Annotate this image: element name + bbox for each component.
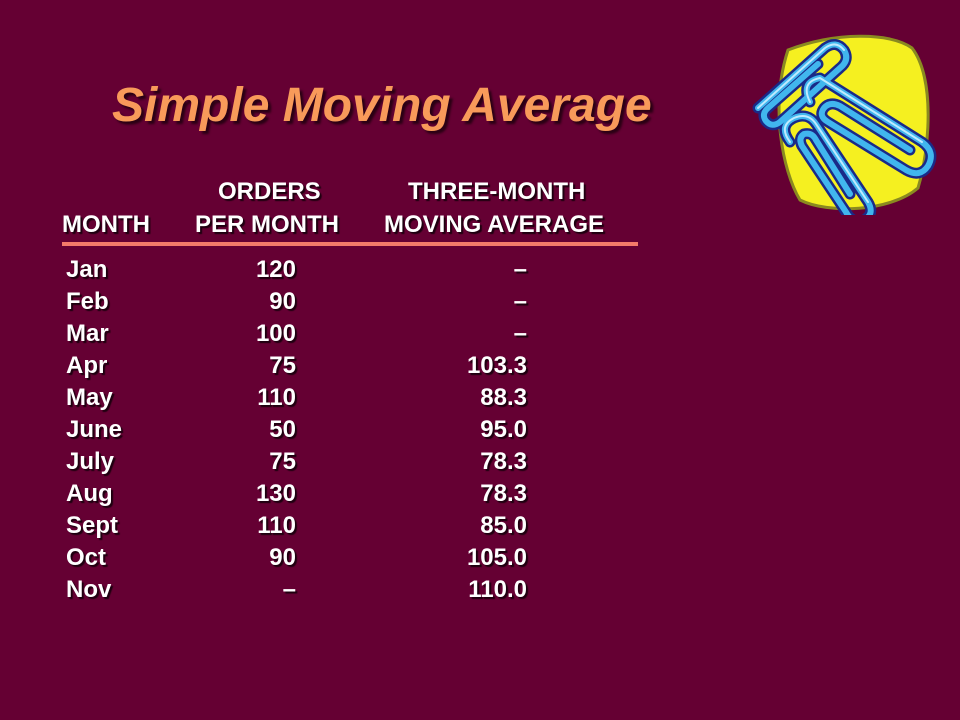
cell-orders: 110 xyxy=(257,384,296,411)
cell-month: Jan xyxy=(66,256,108,283)
cell-moving-average: 95.0 xyxy=(480,416,527,443)
cell-moving-average: – xyxy=(513,320,527,347)
table-row: Apr 75 103.3 xyxy=(0,350,960,382)
cell-orders: 90 xyxy=(269,288,296,315)
header-orders-line1: ORDERS xyxy=(218,178,321,205)
cell-orders: 50 xyxy=(269,416,296,443)
header-month: MONTH xyxy=(62,211,150,238)
table-row: Mar 100 – xyxy=(0,318,960,350)
cell-month: Nov xyxy=(66,576,112,603)
cell-orders: 90 xyxy=(269,544,296,571)
slide-title: Simple Moving Average xyxy=(112,79,652,132)
cell-month: Oct xyxy=(66,544,107,571)
cell-orders: 120 xyxy=(255,256,296,283)
header-rule xyxy=(62,242,638,246)
header-avg-line1: THREE-MONTH xyxy=(408,178,586,205)
cell-orders: 110 xyxy=(257,512,296,539)
table-row: May 110 88.3 xyxy=(0,382,960,414)
table-row: Feb 90 – xyxy=(0,286,960,318)
table-row: Aug 130 78.3 xyxy=(0,478,960,510)
table-row: Nov – 110.0 xyxy=(0,574,960,606)
cell-orders: 100 xyxy=(255,320,296,347)
paperclips-icon xyxy=(752,34,937,215)
cell-month: May xyxy=(66,384,113,411)
cell-month: Feb xyxy=(66,288,109,315)
table-row: July 75 78.3 xyxy=(0,446,960,478)
cell-orders: 75 xyxy=(269,448,296,475)
cell-moving-average: – xyxy=(513,256,527,283)
cell-moving-average: 110.0 xyxy=(468,576,527,603)
table-body: Jan 120 – Feb 90 – Mar 100 – Apr 75 103.… xyxy=(0,254,960,606)
cell-month: Mar xyxy=(66,320,109,347)
table-row: June 50 95.0 xyxy=(0,414,960,446)
cell-moving-average: 88.3 xyxy=(480,384,527,411)
header-avg-line2: MOVING AVERAGE xyxy=(384,211,605,238)
cell-month: July xyxy=(66,448,115,475)
cell-orders: 130 xyxy=(255,480,296,507)
table-row: Sept 110 85.0 xyxy=(0,510,960,542)
cell-moving-average: – xyxy=(513,288,527,315)
cell-orders: – xyxy=(282,576,296,603)
cell-moving-average: 85.0 xyxy=(480,512,527,539)
cell-month: Sept xyxy=(66,512,119,539)
header-orders-line2: PER MONTH xyxy=(195,211,339,238)
cell-moving-average: 105.0 xyxy=(466,544,527,571)
cell-month: Apr xyxy=(66,352,108,379)
table-row: Oct 90 105.0 xyxy=(0,542,960,574)
cell-month: June xyxy=(66,416,123,443)
table-row: Jan 120 – xyxy=(0,254,960,286)
cell-orders: 75 xyxy=(269,352,296,379)
cell-moving-average: 103.3 xyxy=(466,352,527,379)
cell-moving-average: 78.3 xyxy=(480,480,527,507)
cell-month: Aug xyxy=(66,480,113,507)
cell-moving-average: 78.3 xyxy=(480,448,527,475)
